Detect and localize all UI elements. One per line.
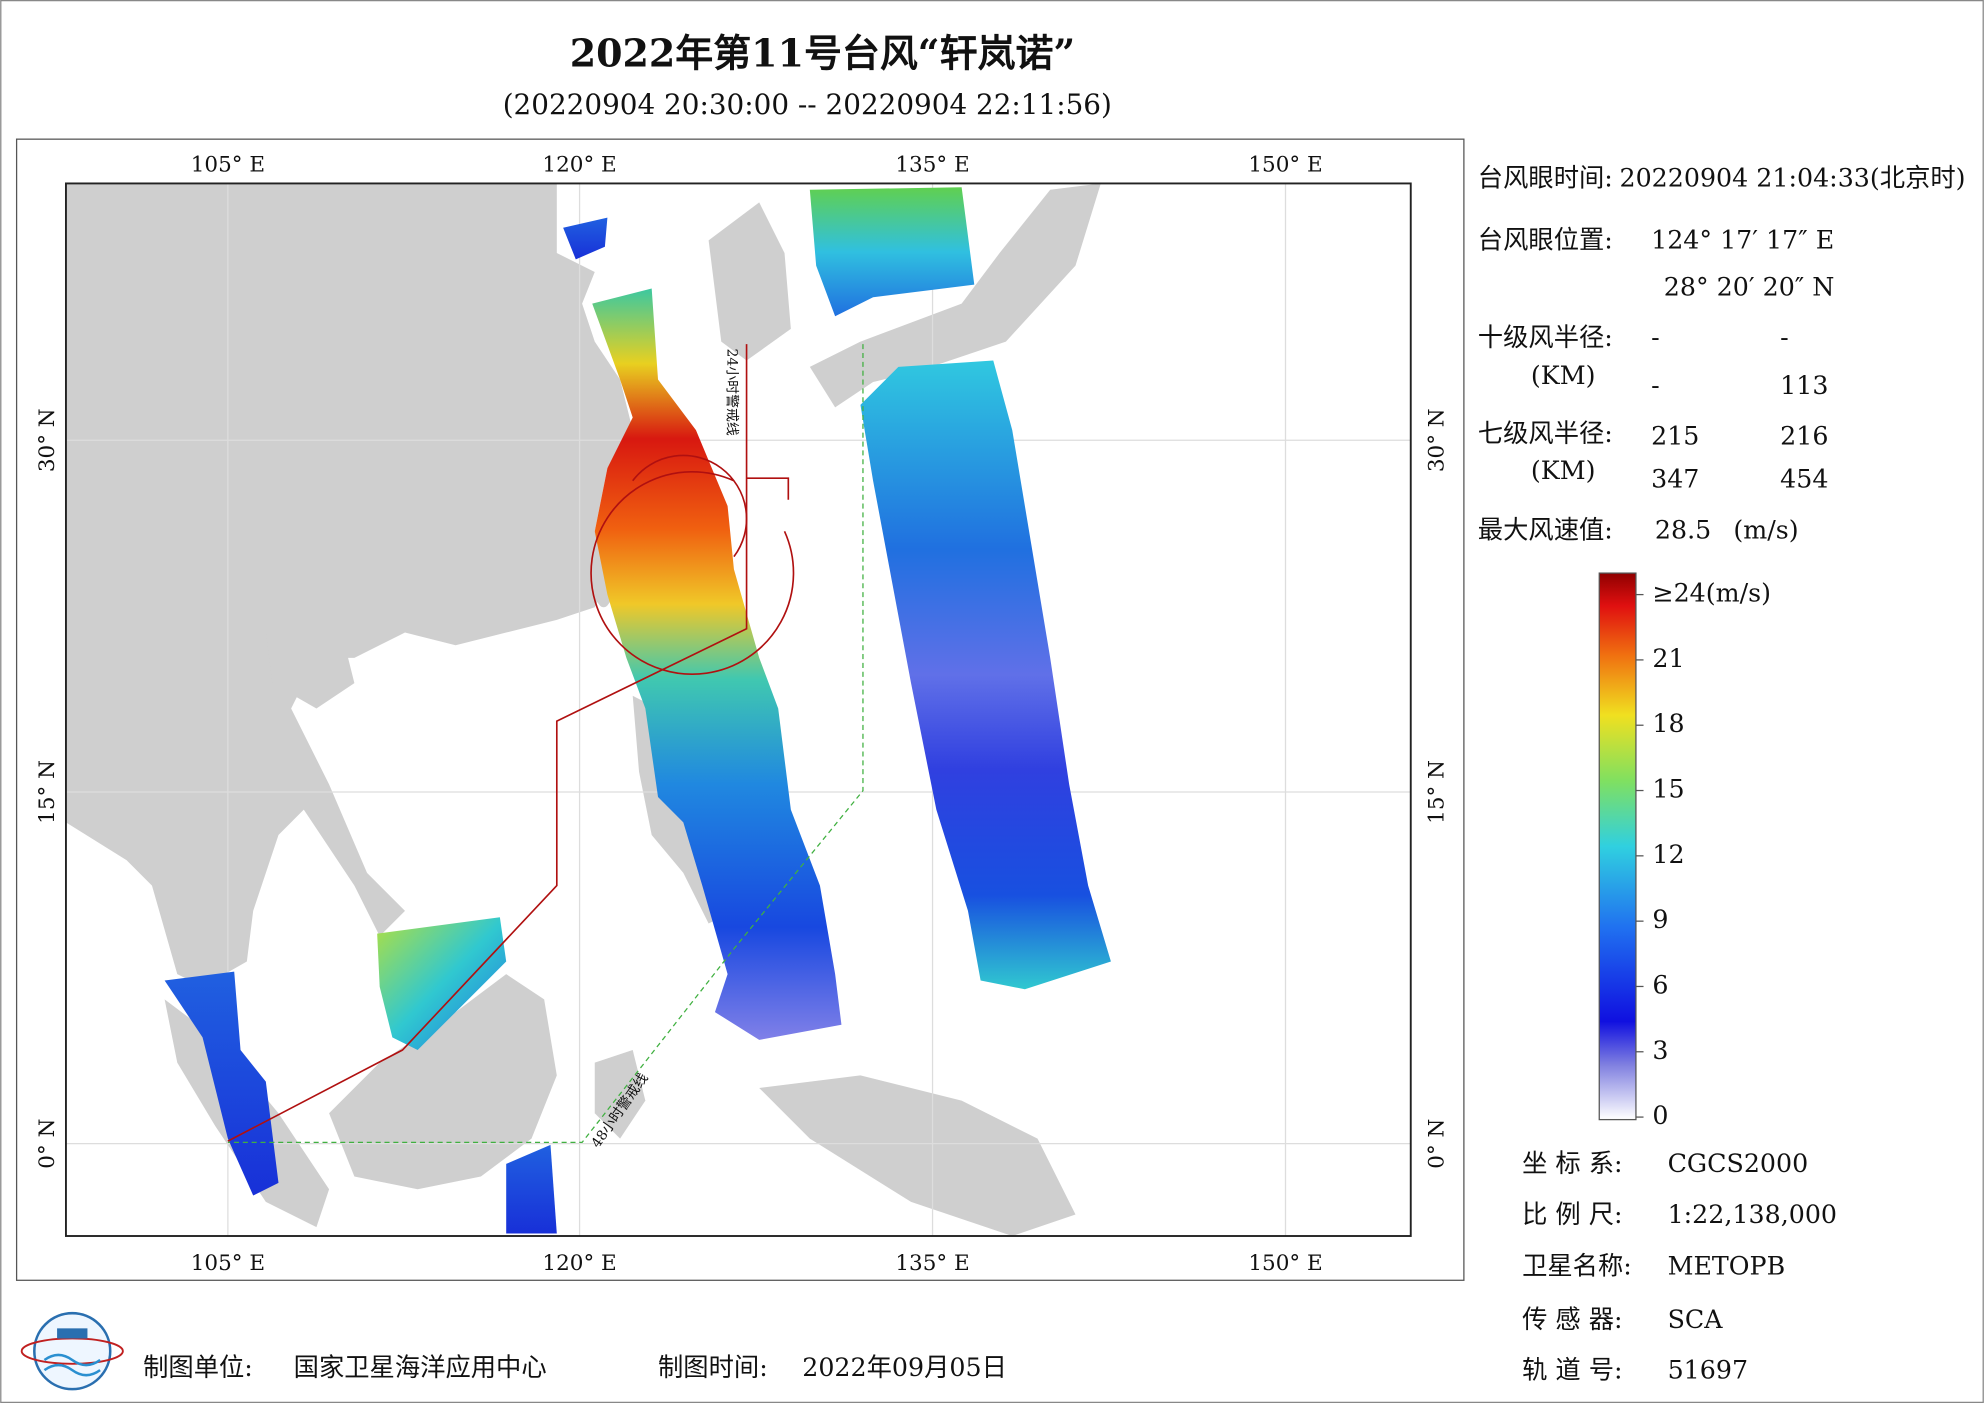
warning-line-24h xyxy=(227,344,795,1142)
wind-swath xyxy=(809,187,975,317)
meta-label: 比 例 尺: xyxy=(1522,1200,1623,1229)
r10-value: - xyxy=(1651,371,1660,400)
axis-labels: 105° E 120° E 135° E 150° E 105° E 120° E 135°… xyxy=(35,153,1449,1276)
colorbar-tick-label: 12 xyxy=(1652,840,1684,869)
wind-swath xyxy=(164,971,279,1196)
r10-value: 113 xyxy=(1780,371,1828,400)
colorbar-tick-label: 0 xyxy=(1652,1101,1668,1130)
subtitle: (20220904 20:30:00 -- 20220904 22:11:56) xyxy=(503,88,1112,121)
r7-value: 216 xyxy=(1780,422,1828,451)
map-frame xyxy=(15,138,1465,1281)
r7-label: 七级风半径: xyxy=(1478,419,1613,448)
colorbar-tick-label: 9 xyxy=(1652,905,1668,934)
x-tick-label: 120° E xyxy=(542,153,616,178)
colorbar-tick-label: 3 xyxy=(1652,1036,1668,1065)
eye-lon: 124° 17′ 17″ E xyxy=(1651,226,1834,255)
max-unit: (m/s) xyxy=(1733,515,1798,544)
y-tick-label: 0° N xyxy=(35,1119,60,1169)
footer: 制图单位: 国家卫星海洋应用中心 制图时间: 2022年09月05日 xyxy=(143,1353,1007,1382)
x-tick-label: 135° E xyxy=(895,153,969,178)
colorbar-ticks: ≥24(m/s) 21 18 15 12 9 6 3 0 xyxy=(1635,579,1771,1130)
eye-time: 20220904 21:04:33(北京时) xyxy=(1619,164,1965,193)
r10-unit: (KM) xyxy=(1531,361,1596,390)
colorbar-tick-label: 21 xyxy=(1652,644,1684,673)
footer-time-label: 制图时间: xyxy=(658,1353,768,1382)
footer-unit-label: 制图单位: xyxy=(143,1353,253,1382)
meta: 坐 标 系: CGCS2000 比 例 尺: 1:22,138,000 卫星名称: MET… xyxy=(1522,1149,1837,1384)
meta-label: 卫星名称: xyxy=(1522,1252,1632,1281)
eye-pos-label: 台风眼位置: xyxy=(1478,226,1613,255)
colorbar-tick-label: 18 xyxy=(1652,709,1684,738)
x-tick-label: 150° E xyxy=(1248,1251,1322,1276)
map-inner-frame xyxy=(64,182,1412,1237)
x-tick-label: 105° E xyxy=(191,153,265,178)
meta-label: 传 感 器: xyxy=(1522,1305,1623,1334)
land xyxy=(809,183,1101,408)
meta-value: 1:22,138,000 xyxy=(1668,1200,1837,1229)
max-label: 最大风速值: xyxy=(1478,515,1613,544)
land xyxy=(708,202,791,361)
eye-time-label: 台风眼时间: xyxy=(1478,164,1613,193)
colorbar-tick-label: ≥24(m/s) xyxy=(1652,579,1771,608)
wind-swath xyxy=(860,360,1111,990)
land xyxy=(329,974,557,1190)
meta-value: 51697 xyxy=(1668,1355,1748,1384)
footer-unit: 国家卫星海洋应用中心 xyxy=(294,1353,547,1382)
wind-swath xyxy=(563,217,608,260)
r7-value: 215 xyxy=(1651,422,1699,451)
meta-value: METOPB xyxy=(1668,1252,1786,1281)
x-tick-label: 120° E xyxy=(542,1251,616,1276)
eye-lat: 28° 20′ 20″ N xyxy=(1664,272,1835,301)
meta-label: 坐 标 系: xyxy=(1522,1149,1623,1178)
colorbar-tick-label: 6 xyxy=(1652,970,1668,999)
colorbar xyxy=(1598,572,1637,1121)
r10-label: 十级风半径: xyxy=(1478,323,1613,352)
y-tick-label: 0° N xyxy=(1424,1119,1449,1169)
y-tick-label: 15° N xyxy=(1424,760,1449,824)
wind-swath xyxy=(592,288,842,1040)
r10-value: - xyxy=(1651,323,1660,352)
y-tick-label: 15° N xyxy=(35,760,60,824)
y-tick-label: 30° N xyxy=(35,408,60,472)
title: 2022年第11号台风“轩岚诺” xyxy=(570,30,1076,75)
meta-value: CGCS2000 xyxy=(1668,1149,1809,1178)
max-value: 28.5 xyxy=(1655,515,1711,544)
meta-label: 轨 道 号: xyxy=(1522,1355,1623,1384)
warning-line-48h xyxy=(227,344,864,1144)
info-panel: 台风眼时间: 20220904 21:04:33(北京时) 台风眼位置: 124… xyxy=(1478,164,1966,545)
x-tick-label: 135° E xyxy=(895,1251,969,1276)
wind-swath xyxy=(377,917,507,1051)
wind-swath xyxy=(506,1144,557,1234)
map: 24小时警戒线 48小时警戒线 xyxy=(65,183,1411,1237)
x-tick-label: 150° E xyxy=(1248,153,1322,178)
r7-value: 454 xyxy=(1780,465,1828,494)
footer-time: 2022年09月05日 xyxy=(802,1353,1007,1382)
r7-unit: (KM) xyxy=(1531,456,1596,485)
land xyxy=(65,183,633,987)
y-tick-label: 30° N xyxy=(1424,408,1449,472)
land xyxy=(759,1075,1076,1237)
colorbar-tick-label: 15 xyxy=(1652,775,1684,804)
logo xyxy=(20,1311,124,1391)
r7-value: 347 xyxy=(1651,465,1699,494)
meta-value: SCA xyxy=(1668,1305,1724,1334)
x-tick-label: 105° E xyxy=(191,1251,265,1276)
land xyxy=(265,632,355,709)
warning-24h-label: 24小时警戒线 xyxy=(723,349,739,436)
r10-value: - xyxy=(1780,323,1789,352)
